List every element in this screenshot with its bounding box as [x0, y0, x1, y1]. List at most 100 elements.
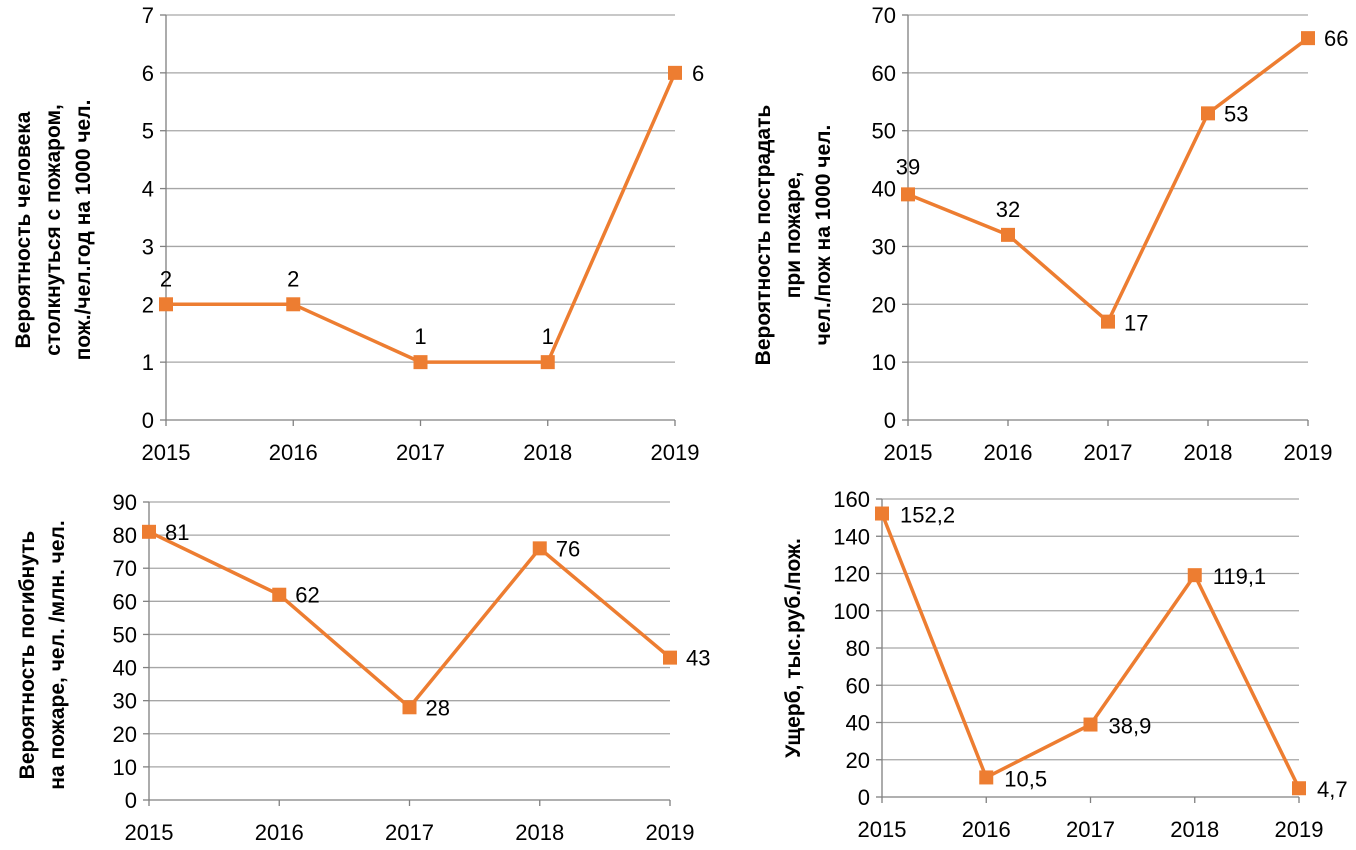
data-point-marker — [142, 524, 156, 539]
data-point-marker — [159, 297, 173, 312]
data-point-marker — [286, 297, 301, 312]
data-point-marker — [1301, 31, 1315, 46]
y-tick-label: 5 — [142, 119, 154, 144]
y-axis-title: столкнуться с пожаром, — [42, 104, 65, 356]
y-tick-label: 80 — [113, 523, 137, 548]
chart-3: 0 10 20 30 40 50 60 70 80 90 2015 2016 2017 2018 2019 8… — [16, 490, 710, 845]
y-tick-label: 0 — [884, 408, 896, 433]
x-tick-label: 2019 — [1275, 817, 1324, 842]
series-line — [880, 512, 1301, 790]
y-tick-label: 40 — [846, 711, 870, 736]
y-tick-label: 100 — [833, 599, 870, 624]
data-label: 6 — [692, 61, 704, 86]
y-tick-label: 6 — [142, 61, 154, 86]
y-tick-label: 140 — [833, 524, 870, 549]
series-line — [166, 72, 677, 364]
chart-2: 0 10 20 30 40 50 60 70 2015 2016 2017 2018 2019 39 32 1… — [752, 3, 1348, 465]
x-tick-label: 2017 — [396, 440, 445, 465]
x-tick-label: 2015 — [858, 817, 907, 842]
x-tick-label: 2018 — [1184, 440, 1233, 465]
y-tick-label: 90 — [113, 490, 137, 515]
y-tick-label: 20 — [872, 292, 896, 317]
data-point-marker — [532, 541, 547, 556]
data-label: 39 — [896, 154, 920, 179]
data-point-marker — [1101, 314, 1115, 329]
x-tick-label: 2019 — [1284, 440, 1333, 465]
x-tick-label: 2018 — [523, 440, 572, 465]
y-tick-label: 10 — [113, 755, 137, 780]
y-tick-label: 160 — [833, 487, 870, 512]
data-label: 4,7 — [1317, 777, 1348, 802]
data-point-marker — [1001, 227, 1015, 242]
series-line — [907, 36, 1310, 324]
x-tick-label: 2018 — [1170, 817, 1219, 842]
data-label: 76 — [556, 536, 580, 561]
y-axis-title: Вероятность погибнуть — [16, 531, 39, 780]
data-label: 119,1 — [1213, 564, 1266, 589]
data-point-marker — [1292, 781, 1306, 796]
data-label: 43 — [686, 646, 710, 671]
data-label: 1 — [542, 324, 554, 349]
y-axis-title: на пожаре, чел. /млн. чел. — [46, 520, 69, 789]
y-tick-label: 4 — [142, 177, 154, 202]
x-tick-label: 2016 — [962, 817, 1011, 842]
x-tick-label: 2017 — [1066, 817, 1115, 842]
data-label: 1 — [414, 324, 426, 349]
data-point-marker — [668, 65, 682, 80]
data-label: 17 — [1124, 311, 1148, 336]
y-tick-label: 60 — [872, 61, 896, 86]
data-label: 38,9 — [1109, 714, 1152, 739]
data-point-marker — [663, 650, 677, 665]
x-tick-label: 2016 — [269, 440, 318, 465]
chart-4: 0 20 40 60 80 100 120 140 160 2015 2016 2017 2018 201… — [782, 487, 1348, 842]
y-tick-label: 20 — [113, 722, 137, 747]
y-tick-label: 3 — [142, 234, 154, 259]
y-tick-label: 60 — [113, 589, 137, 614]
data-point-marker — [1187, 568, 1202, 583]
data-label: 2 — [160, 266, 172, 291]
y-axis-title: Ущерб, тыс.руб./пож. — [782, 538, 805, 758]
y-tick-label: 60 — [846, 673, 870, 698]
y-tick-label: 20 — [846, 748, 870, 773]
x-tick-label: 2017 — [1084, 440, 1133, 465]
data-label: 152,2 — [900, 503, 955, 528]
y-tick-label: 0 — [125, 788, 137, 813]
y-axis-title: Вероятность пострадать — [752, 105, 775, 366]
data-point-marker — [1201, 106, 1215, 121]
y-tick-label: 50 — [872, 119, 896, 144]
y-tick-label: 120 — [833, 562, 870, 587]
y-tick-label: 0 — [142, 408, 154, 433]
data-label: 10,5 — [1004, 766, 1047, 791]
x-tick-label: 2016 — [984, 440, 1033, 465]
data-point-marker — [901, 187, 915, 202]
data-point-marker — [979, 770, 994, 785]
x-tick-label: 2016 — [255, 820, 304, 845]
y-tick-label: 30 — [872, 234, 896, 259]
x-tick-label: 2015 — [884, 440, 933, 465]
data-point-marker — [875, 506, 889, 521]
y-axis-title: чел./пож на 1000 чел. — [812, 125, 835, 346]
data-label: 28 — [426, 695, 450, 720]
y-axis-title: при пожаре, — [782, 172, 805, 299]
x-tick-label: 2019 — [651, 440, 700, 465]
y-tick-label: 0 — [858, 785, 870, 810]
y-axis-title: Вероятность человека — [12, 111, 35, 348]
x-tick-label: 2015 — [125, 820, 174, 845]
data-label: 2 — [287, 266, 299, 291]
data-point-marker — [413, 355, 428, 370]
data-label: 53 — [1224, 101, 1248, 126]
x-tick-label: 2019 — [646, 820, 695, 845]
y-tick-label: 70 — [113, 556, 137, 581]
data-point-marker — [1083, 717, 1098, 732]
y-tick-label: 30 — [113, 689, 137, 714]
y-tick-label: 2 — [142, 292, 154, 317]
x-tick-label: 2017 — [385, 820, 434, 845]
data-label: 62 — [295, 583, 319, 608]
x-tick-label: 2015 — [142, 440, 191, 465]
data-point-marker — [402, 700, 417, 715]
data-label: 66 — [1324, 26, 1348, 51]
y-axis-title: пож./чел.год на 1000 чел. — [72, 100, 95, 361]
data-point-marker — [272, 587, 287, 602]
